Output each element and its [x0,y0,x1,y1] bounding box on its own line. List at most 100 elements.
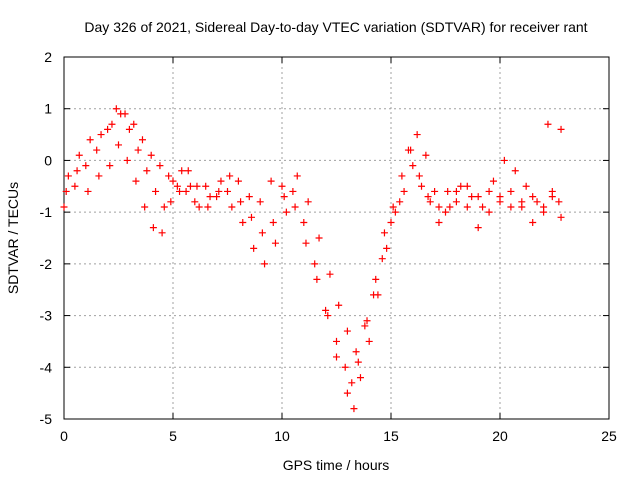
data-point [86,136,94,144]
data-point [474,224,482,232]
data-point [228,203,236,211]
data-point [158,229,166,237]
data-point [485,187,493,195]
data-point [446,203,454,211]
data-point [184,167,192,175]
data-point [291,203,299,211]
data-point [333,337,340,345]
data-point [341,363,349,371]
data-point [138,136,146,144]
series-track-3 [62,120,563,387]
data-point [322,306,330,314]
data-point [380,229,388,237]
x-tick-label: 10 [274,428,290,444]
tick-layer: 0 5 10 15 20 25 -5 -4 -3 -2 -1 0 1 2 [40,49,617,444]
data-point [195,203,203,211]
data-point [426,198,434,206]
data-point [413,131,421,139]
data-point [206,193,214,201]
data-point [529,193,537,201]
data-point [424,193,432,201]
data-point [326,270,334,278]
data-point [256,198,264,206]
data-point [522,182,530,190]
data-point [156,162,164,170]
data-point [250,244,258,252]
data-point [132,177,140,185]
data-point [269,218,277,226]
data-point [372,275,380,283]
data-point [152,187,160,195]
data-point [261,260,269,268]
data-point [234,177,242,185]
data-point [237,198,245,206]
data-point [267,177,275,185]
data-point [95,172,103,180]
data-point [431,187,439,195]
data-point [333,353,340,361]
data-point [217,177,225,185]
data-point [407,146,415,154]
data-point [62,187,70,195]
data-point [479,203,487,211]
data-point [258,229,266,237]
data-point [370,291,378,299]
data-point [518,203,526,211]
data-point [302,239,310,247]
data-point [489,177,497,185]
y-tick-label: 2 [44,49,52,65]
data-point [278,182,286,190]
data-point [315,234,323,242]
data-point [224,187,231,195]
data-point [442,208,449,216]
data-point [147,151,155,159]
data-point [169,177,177,185]
data-point [485,208,493,216]
data-point [182,187,190,195]
data-point [352,348,360,356]
data-point [507,187,515,195]
data-point [507,203,515,211]
data-point [93,146,101,154]
data-point [123,156,131,164]
x-axis-label: GPS time / hours [283,457,390,473]
data-point [511,167,519,175]
y-tick-label: -2 [40,256,53,272]
data-point [108,120,116,128]
data-point [178,167,186,175]
data-point [176,187,184,195]
data-point [141,203,149,211]
data-point [71,182,79,190]
data-point [383,244,391,252]
data-point [540,208,548,216]
y-tick-label: -1 [40,204,53,220]
data-point [82,162,90,170]
data-point [75,151,83,159]
data-point [389,203,397,211]
data-point [226,172,234,180]
data-point [300,218,308,226]
data-point [173,182,181,190]
y-tick-label: 0 [44,152,52,168]
data-point [348,379,356,387]
series-track-1 [60,105,565,413]
data-point [435,203,443,211]
data-point [365,337,373,345]
data-point [544,120,552,128]
data-point [533,198,541,206]
x-tick-label: 25 [601,428,617,444]
data-point [239,218,247,226]
data-point [396,198,404,206]
data-point [361,322,369,330]
data-point [193,182,201,190]
data-point [167,198,175,206]
data-point [112,105,120,113]
data-point [435,218,443,226]
data-point [125,125,133,133]
data-point [363,317,371,325]
data-point [335,301,343,309]
chart-title: Day 326 of 2021, Sidereal Day-to-day VTE… [84,19,587,35]
data-point [418,182,426,190]
data-point [350,405,358,413]
data-point [452,187,460,195]
